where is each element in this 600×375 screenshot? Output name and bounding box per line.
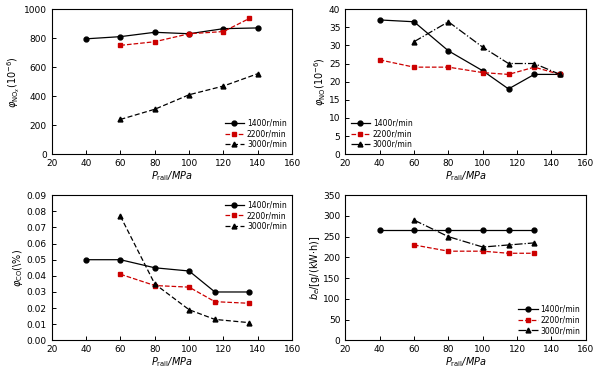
- X-axis label: $P_{\mathrm{rail}}$/MPa: $P_{\mathrm{rail}}$/MPa: [151, 170, 193, 183]
- 1400r/min: [445, 228, 452, 232]
- Y-axis label: $b_e$/[g/(kW$\cdot$h)]: $b_e$/[g/(kW$\cdot$h)]: [308, 236, 322, 300]
- Y-axis label: $\varphi_{\mathrm{NO}_x}(10^{-6})$: $\varphi_{\mathrm{NO}_x}(10^{-6})$: [5, 56, 22, 108]
- 3000r/min: [410, 39, 418, 44]
- Line: 3000r/min: 3000r/min: [118, 214, 251, 325]
- 1400r/min: [479, 228, 487, 232]
- 1400r/min: [376, 228, 383, 232]
- 1400r/min: [410, 228, 418, 232]
- 3000r/min: [445, 20, 452, 24]
- 3000r/min: [185, 93, 193, 97]
- 1400r/min: [505, 228, 512, 232]
- 2200r/min: [245, 16, 253, 21]
- 1400r/min: [185, 269, 193, 273]
- Line: 2200r/min: 2200r/min: [377, 57, 562, 77]
- 2200r/min: [410, 243, 418, 247]
- 1400r/min: [245, 290, 253, 294]
- 3000r/min: [117, 214, 124, 218]
- 1400r/min: [254, 26, 262, 30]
- Y-axis label: $\varphi_{\mathrm{CO}}$(\%): $\varphi_{\mathrm{CO}}$(\%): [11, 249, 25, 287]
- 3000r/min: [479, 245, 487, 249]
- 1400r/min: [185, 32, 193, 36]
- 3000r/min: [117, 117, 124, 122]
- 1400r/min: [530, 228, 538, 232]
- 2200r/min: [410, 65, 418, 69]
- Line: 3000r/min: 3000r/min: [118, 71, 260, 122]
- Line: 1400r/min: 1400r/min: [83, 26, 260, 41]
- 3000r/min: [505, 61, 512, 66]
- 3000r/min: [220, 84, 227, 88]
- 3000r/min: [245, 320, 253, 325]
- Line: 2200r/min: 2200r/min: [412, 243, 537, 256]
- 3000r/min: [445, 234, 452, 239]
- 2200r/min: [505, 251, 512, 255]
- 2200r/min: [211, 299, 218, 304]
- Legend: 1400r/min, 2200r/min, 3000r/min: 1400r/min, 2200r/min, 3000r/min: [223, 199, 289, 232]
- 2200r/min: [445, 249, 452, 254]
- 3000r/min: [151, 107, 158, 111]
- 2200r/min: [151, 283, 158, 288]
- X-axis label: $P_{\mathrm{rail}}$/MPa: $P_{\mathrm{rail}}$/MPa: [445, 356, 487, 369]
- 2200r/min: [245, 301, 253, 306]
- 2200r/min: [185, 32, 193, 36]
- Legend: 1400r/min, 2200r/min, 3000r/min: 1400r/min, 2200r/min, 3000r/min: [349, 117, 414, 150]
- 2200r/min: [376, 58, 383, 62]
- 1400r/min: [556, 72, 563, 76]
- 1400r/min: [151, 30, 158, 34]
- 1400r/min: [117, 258, 124, 262]
- 1400r/min: [410, 20, 418, 24]
- 2200r/min: [151, 39, 158, 44]
- Line: 1400r/min: 1400r/min: [83, 257, 251, 294]
- 2200r/min: [220, 29, 227, 34]
- 3000r/min: [185, 308, 193, 312]
- 2200r/min: [479, 249, 487, 254]
- 2200r/min: [117, 272, 124, 276]
- 2200r/min: [117, 43, 124, 48]
- Legend: 1400r/min, 2200r/min, 3000r/min: 1400r/min, 2200r/min, 3000r/min: [517, 303, 582, 337]
- X-axis label: $P_{\mathrm{rail}}$/MPa: $P_{\mathrm{rail}}$/MPa: [445, 170, 487, 183]
- 2200r/min: [530, 251, 538, 255]
- 2200r/min: [479, 70, 487, 75]
- 3000r/min: [151, 282, 158, 286]
- 1400r/min: [82, 258, 89, 262]
- 3000r/min: [530, 241, 538, 245]
- 2200r/min: [556, 72, 563, 76]
- 1400r/min: [479, 69, 487, 73]
- 2200r/min: [445, 65, 452, 69]
- Line: 1400r/min: 1400r/min: [377, 18, 562, 92]
- 1400r/min: [220, 26, 227, 31]
- Y-axis label: $\varphi_{\mathrm{NO}}(10^{-6})$: $\varphi_{\mathrm{NO}}(10^{-6})$: [312, 57, 328, 106]
- 3000r/min: [505, 243, 512, 247]
- 3000r/min: [410, 218, 418, 222]
- 1400r/min: [376, 18, 383, 22]
- Line: 3000r/min: 3000r/min: [412, 20, 562, 77]
- 3000r/min: [211, 317, 218, 322]
- 1400r/min: [505, 87, 512, 91]
- 1400r/min: [117, 34, 124, 39]
- 3000r/min: [556, 72, 563, 76]
- 1400r/min: [530, 72, 538, 76]
- 1400r/min: [151, 266, 158, 270]
- Line: 2200r/min: 2200r/min: [118, 272, 251, 306]
- Legend: 1400r/min, 2200r/min, 3000r/min: 1400r/min, 2200r/min, 3000r/min: [223, 117, 289, 150]
- 1400r/min: [445, 48, 452, 53]
- 1400r/min: [211, 290, 218, 294]
- 2200r/min: [530, 65, 538, 69]
- 1400r/min: [82, 37, 89, 41]
- Line: 2200r/min: 2200r/min: [118, 16, 251, 48]
- 2200r/min: [185, 285, 193, 290]
- X-axis label: $P_{\mathrm{rail}}$/MPa: $P_{\mathrm{rail}}$/MPa: [151, 356, 193, 369]
- 3000r/min: [479, 45, 487, 50]
- Line: 3000r/min: 3000r/min: [412, 217, 537, 249]
- 2200r/min: [505, 72, 512, 76]
- Line: 1400r/min: 1400r/min: [377, 228, 537, 233]
- 3000r/min: [530, 61, 538, 66]
- 3000r/min: [254, 71, 262, 76]
